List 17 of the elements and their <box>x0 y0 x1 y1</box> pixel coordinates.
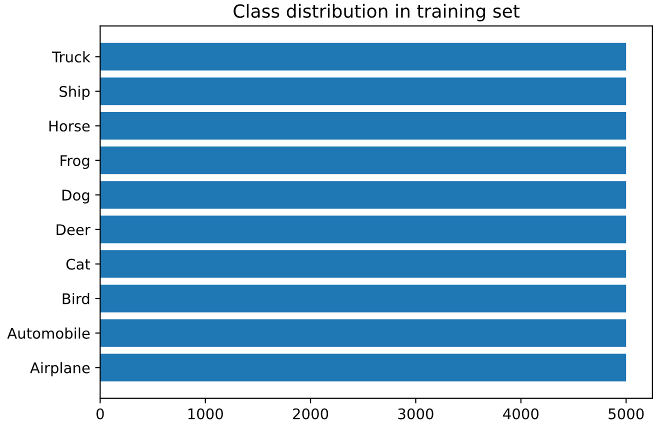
y-tick-label: Dog <box>62 190 90 204</box>
x-tick-label: 3000 <box>398 408 434 420</box>
chart-title: Class distribution in training set <box>234 4 520 22</box>
y-tick-label: Automobile <box>7 328 90 339</box>
x-tick-label: 4000 <box>503 408 539 420</box>
y-tick-label: Bird <box>62 292 90 304</box>
y-tick-label: Deer <box>56 224 90 236</box>
y-tick-label: Frog <box>60 155 90 169</box>
y-tick-label: Horse <box>49 120 90 132</box>
y-tick-label: Truck <box>52 51 90 62</box>
y-tick-label: Ship <box>60 86 90 100</box>
y-tick-label: Airplane <box>30 362 90 376</box>
x-tick-label: 5000 <box>608 408 644 420</box>
y-tick-label: Cat <box>66 258 90 270</box>
x-tick-label: 2000 <box>293 408 328 420</box>
x-tick-label: 1000 <box>188 408 223 420</box>
x-tick-label: 0 <box>96 408 104 420</box>
